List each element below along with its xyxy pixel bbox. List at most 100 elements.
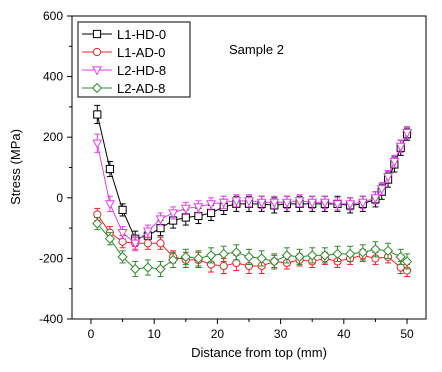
x-tick-label: 10 <box>147 327 161 341</box>
series-l2-ad-8 <box>92 216 413 278</box>
legend-marker <box>92 29 102 39</box>
data-point <box>218 198 229 209</box>
data-point <box>383 172 394 183</box>
data-point <box>345 248 356 259</box>
data-point <box>156 239 165 248</box>
data-point <box>256 198 267 209</box>
data-point <box>382 245 394 256</box>
series-line <box>96 214 408 271</box>
data-point <box>294 251 305 262</box>
x-tick-label: 40 <box>337 327 351 341</box>
data-point <box>269 198 280 209</box>
y-axis-label: Stress (MPa) <box>8 129 23 205</box>
legend-label: L1-HD-0 <box>117 27 166 42</box>
data-point <box>256 253 267 264</box>
series-line <box>96 132 408 244</box>
y-tick-label: 200 <box>43 130 63 144</box>
data-point <box>281 198 292 209</box>
x-tick-label: 50 <box>400 327 414 341</box>
data-point <box>219 261 228 271</box>
data-point <box>206 208 216 218</box>
data-point <box>402 129 412 139</box>
data-point <box>92 218 103 229</box>
data-point <box>143 239 152 248</box>
data-point <box>319 198 330 209</box>
data-point <box>395 251 406 262</box>
data-point <box>181 213 190 222</box>
data-point <box>357 198 368 209</box>
legend-label: L2-HD-8 <box>117 63 166 78</box>
data-point <box>395 142 406 152</box>
data-point <box>104 233 116 244</box>
y-tick-label: 600 <box>43 9 63 23</box>
data-point <box>269 256 280 267</box>
legend-label: L2-AD-8 <box>117 81 165 96</box>
data-point <box>93 210 102 219</box>
legend: L1-HD-0 L1-AD-0 L2-HD-8 L2-AD-8 <box>77 21 191 98</box>
data-point <box>130 239 141 249</box>
data-point <box>92 139 103 149</box>
data-point <box>117 229 128 239</box>
y-tick-label: -200 <box>39 251 63 265</box>
data-point <box>243 251 255 262</box>
data-point <box>370 194 381 204</box>
x-axis-label: Distance from top (mm) <box>191 345 327 360</box>
data-point <box>93 110 102 119</box>
data-point <box>389 157 400 168</box>
axes: 0 10 20 30 40 50 -400 -200 0 200 400 600 <box>39 9 427 341</box>
legend-marker <box>92 47 102 57</box>
data-point <box>332 200 343 210</box>
data-point <box>307 250 318 261</box>
y-tick-label: 0 <box>56 191 63 205</box>
chart-annotation: Sample 2 <box>229 42 284 57</box>
series-line <box>96 223 408 270</box>
y-tick-label: 400 <box>43 70 63 84</box>
data-point <box>104 200 115 210</box>
data-point <box>232 258 241 268</box>
data-point <box>244 197 254 207</box>
y-tick-label: -400 <box>39 312 63 326</box>
data-point <box>231 247 242 258</box>
x-tick-label: 20 <box>211 327 225 341</box>
data-point <box>193 253 204 264</box>
series-l1-ad-0 <box>93 207 412 278</box>
data-point <box>155 215 166 225</box>
data-point <box>118 205 127 215</box>
legend-marker <box>92 66 102 76</box>
series-line <box>96 114 408 240</box>
data-point <box>193 203 204 213</box>
data-point <box>155 263 166 275</box>
data-point <box>180 251 191 262</box>
x-tick-label: 30 <box>274 327 288 341</box>
data-point <box>218 248 229 259</box>
data-point <box>205 250 217 261</box>
data-point <box>345 200 356 210</box>
legend-marker <box>91 82 103 94</box>
data-point <box>194 211 203 221</box>
series-l2-hd-8 <box>92 126 412 252</box>
data-point <box>357 247 368 258</box>
data-point <box>376 185 387 195</box>
data-point <box>168 209 179 219</box>
data-point <box>142 262 153 273</box>
x-tick-label: 0 <box>88 327 95 341</box>
data-point <box>105 164 115 174</box>
data-point <box>142 227 153 237</box>
data-point <box>118 237 127 246</box>
data-point <box>319 250 330 261</box>
data-point <box>281 250 293 261</box>
data-point <box>370 244 381 255</box>
data-point <box>117 251 128 262</box>
series-l1-hd-0 <box>93 104 412 247</box>
data-point <box>156 224 165 233</box>
data-point <box>307 198 318 209</box>
data-point <box>401 256 413 267</box>
data-point <box>180 204 191 215</box>
legend-label: L1-AD-0 <box>117 45 165 60</box>
data-point <box>231 197 242 207</box>
data-point <box>294 197 305 207</box>
data-point <box>332 248 343 259</box>
data-point <box>168 254 179 266</box>
data-point <box>130 263 141 275</box>
